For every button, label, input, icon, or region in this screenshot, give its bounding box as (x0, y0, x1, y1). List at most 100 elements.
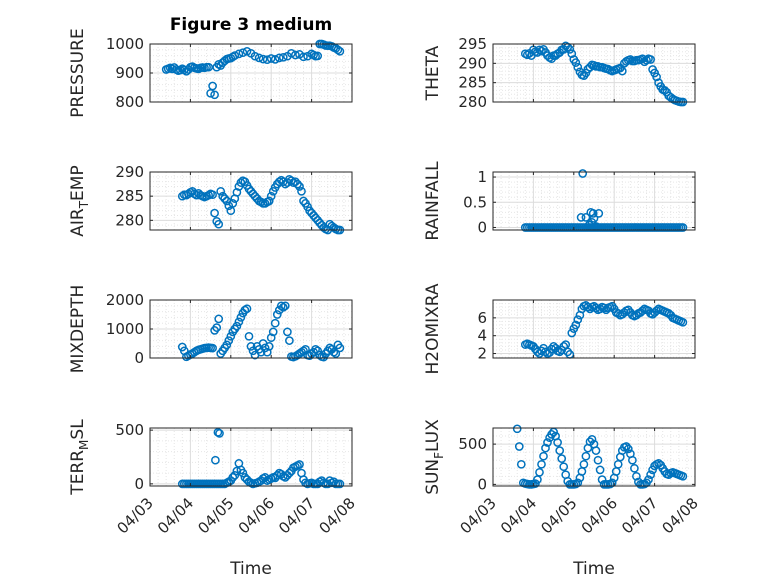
data-point (595, 465, 605, 475)
y-axis-label-rest: LUX (423, 419, 443, 452)
y-axis-label-subscript: M (77, 440, 91, 450)
y-axis-label: H2OMIXRA (423, 283, 443, 374)
y-tick-label: 800 (115, 93, 144, 111)
y-axis-label-main: PRESSURE (68, 28, 88, 117)
data-point (262, 347, 272, 357)
y-tick-label: 0 (134, 349, 144, 367)
y-tick-label: 900 (115, 64, 144, 82)
data-point (208, 81, 217, 91)
y-tick-label: 1000 (106, 320, 144, 338)
data-point (210, 208, 219, 218)
axes-frame (149, 171, 353, 231)
data-point (192, 190, 201, 200)
data-point (276, 301, 286, 311)
data-point (644, 475, 653, 484)
data-point (234, 49, 244, 59)
y-tick-label: 295 (458, 35, 487, 53)
data-point (242, 304, 252, 314)
data-point (208, 343, 217, 353)
data-point (256, 197, 266, 207)
y-tick-label: 0.5 (463, 193, 487, 211)
y-axis-label: PRESSURE (68, 28, 88, 117)
data-point (335, 46, 345, 56)
axes-frame (492, 171, 696, 231)
data-point (557, 454, 567, 463)
data-point (646, 55, 655, 64)
subplot-pressure: 800 900 1000 PRESSURE (68, 28, 353, 118)
y-axis-label: AIRTEMP (68, 165, 91, 236)
data-point (573, 62, 583, 72)
data-point (311, 344, 320, 354)
y-tick-label: 0 (134, 475, 144, 493)
subplot-h2omixra: 246 H2OMIXRA (423, 283, 696, 375)
data-point (646, 470, 655, 480)
data-point (621, 442, 631, 451)
data-point (522, 50, 532, 60)
y-tick-label: 0 (477, 218, 487, 236)
data-point (578, 169, 588, 178)
data-point (539, 451, 548, 461)
data-point (212, 323, 222, 332)
data-point (250, 51, 260, 61)
data-point (213, 427, 223, 437)
data-point (617, 66, 627, 76)
y-tick-label: 280 (115, 211, 144, 229)
y-tick-label: 4 (477, 327, 487, 345)
data-point (262, 55, 272, 65)
data-point (678, 223, 688, 232)
figure-title: Figure 3 medium (170, 15, 332, 35)
y-axis-label-main: H2OMIXRA (423, 283, 443, 374)
y-tick-label: 1000 (106, 35, 144, 53)
data-point (593, 455, 603, 465)
data-point (175, 65, 185, 75)
data-point (591, 303, 601, 313)
data-point (228, 199, 238, 208)
data-point (333, 45, 343, 55)
x-axis-label-right: Time (572, 559, 615, 579)
data-point (594, 209, 604, 218)
data-point (266, 54, 276, 63)
data-point (278, 52, 288, 62)
data-point (652, 72, 661, 82)
data-point (535, 467, 544, 477)
data-point (587, 218, 597, 227)
data-point (623, 444, 633, 454)
y-axis-label-main: THETA (423, 45, 443, 101)
data-point (335, 479, 345, 489)
data-point (573, 315, 583, 324)
data-point (222, 340, 232, 350)
data-point (285, 468, 294, 478)
data-point (246, 342, 256, 351)
data-point (285, 336, 294, 345)
data-point (244, 331, 254, 341)
data-point (567, 328, 577, 338)
data-point (297, 186, 306, 196)
data-point (232, 187, 242, 197)
data-point (220, 194, 230, 203)
data-point (268, 327, 278, 337)
data-point (555, 446, 565, 455)
axes-frame (492, 43, 696, 103)
data-point (588, 209, 598, 218)
data-point (583, 302, 593, 312)
data-point (283, 327, 292, 337)
data-point (329, 347, 339, 357)
y-axis-label-subscript: F (432, 452, 446, 459)
y-axis-label: RAINFALL (423, 161, 443, 241)
data-point (599, 303, 609, 313)
x-axis-label-left: Time (229, 559, 272, 579)
data-point (258, 54, 268, 64)
data-point (541, 443, 550, 453)
y-tick-label: 6 (477, 309, 487, 327)
y-axis-label: SUNFLUX (423, 419, 446, 495)
y-axis-label-main: RAINFALL (423, 161, 443, 241)
data-point (274, 53, 284, 63)
subplot-air_temp: 280 285 290 AIRTEMP (68, 163, 353, 237)
data-point (270, 55, 280, 64)
data-point (591, 446, 601, 455)
data-point (287, 48, 296, 58)
data-point (226, 331, 236, 341)
data-point (216, 186, 226, 196)
